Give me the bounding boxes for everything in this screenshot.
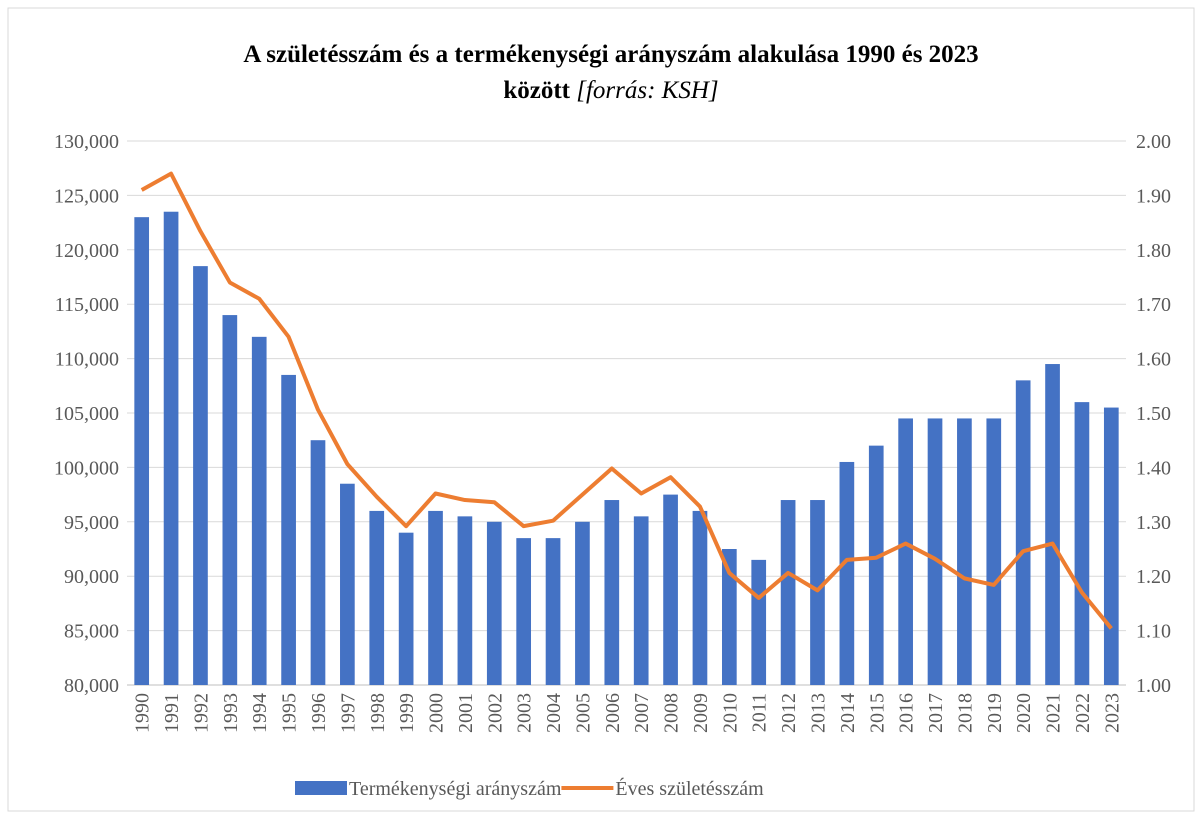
- y-tick-label: 120,000: [54, 240, 119, 262]
- bar: [751, 559, 767, 685]
- x-tick-label: 2019: [984, 693, 1006, 733]
- bar: [486, 521, 502, 685]
- y-tick-label: 110,000: [55, 349, 119, 371]
- x-tick-label: 2000: [426, 693, 448, 733]
- x-tick-label: 1993: [220, 693, 242, 733]
- bar: [1015, 380, 1031, 685]
- x-tick-label: 1996: [308, 693, 330, 733]
- x-tick-label: 2021: [1043, 693, 1065, 733]
- y2-tick-label: 1.50: [1136, 403, 1171, 425]
- y2-tick-label: 2.00: [1136, 131, 1171, 153]
- bar: [957, 418, 972, 685]
- x-tick-label: 1994: [249, 693, 271, 733]
- x-tick-label: 2013: [807, 693, 829, 733]
- bar: [1045, 364, 1060, 685]
- x-tick-label: 2017: [925, 693, 947, 733]
- bar: [633, 516, 649, 685]
- x-tick-label: 1999: [396, 693, 418, 733]
- bar: [310, 440, 326, 685]
- y2-tick-label: 1.90: [1136, 185, 1171, 207]
- bar: [340, 483, 355, 685]
- bar: [986, 418, 1002, 685]
- x-tick-label: 2009: [690, 693, 712, 733]
- x-tick-label: 2023: [1101, 693, 1123, 733]
- bar: [692, 510, 708, 685]
- bar: [193, 266, 208, 685]
- y-tick-label: 95,000: [64, 512, 119, 534]
- x-tick-label: 2004: [543, 693, 565, 733]
- bar: [281, 374, 296, 685]
- chart-title: között [forrás: KSH]: [503, 77, 718, 104]
- y-tick-label: 80,000: [64, 675, 119, 697]
- bar: [780, 500, 796, 685]
- bar: [868, 445, 884, 685]
- y2-tick-label: 1.80: [1136, 240, 1171, 262]
- y-tick-label: 125,000: [54, 185, 119, 207]
- y2-tick-label: 1.20: [1136, 566, 1171, 588]
- y-tick-label: 85,000: [64, 621, 119, 643]
- title-note: [forrás: KSH]: [576, 77, 718, 104]
- bar: [369, 510, 385, 685]
- y-tick-label: 90,000: [64, 566, 119, 588]
- legend-label: Éves születésszám: [615, 777, 764, 800]
- bar: [457, 516, 473, 685]
- x-tick-label: 1995: [279, 693, 301, 733]
- x-tick-label: 1991: [161, 693, 183, 733]
- bar: [134, 217, 150, 685]
- bar: [721, 549, 737, 685]
- x-tick-label: 2016: [896, 693, 918, 733]
- x-tick-label: 1998: [367, 693, 389, 733]
- bar: [810, 500, 825, 685]
- bar: [839, 461, 855, 685]
- bar: [163, 211, 179, 685]
- bar: [1074, 402, 1090, 685]
- y-tick-label: 115,000: [55, 294, 119, 316]
- y-tick-label: 105,000: [54, 403, 119, 425]
- bar: [663, 494, 678, 685]
- x-tick-label: 1997: [337, 693, 359, 733]
- chart-title: A születésszám és a termékenységi aránys…: [243, 41, 978, 68]
- bar: [898, 418, 913, 685]
- bar: [927, 418, 943, 685]
- y-tick-label: 100,000: [54, 457, 119, 479]
- x-tick-label: 2008: [661, 693, 683, 733]
- bar: [428, 510, 443, 685]
- bar: [604, 500, 620, 685]
- x-tick-label: 1992: [190, 693, 212, 733]
- bar: [1103, 407, 1119, 685]
- legend-swatch: [295, 781, 347, 795]
- bar: [222, 315, 238, 685]
- x-tick-label: 2003: [514, 693, 536, 733]
- line: [140, 171, 1113, 630]
- y2-tick-label: 1.00: [1136, 675, 1171, 697]
- x-tick-label: 2007: [631, 693, 653, 733]
- x-tick-label: 1990: [132, 693, 154, 733]
- legend-label: Termékenységi arányszám: [349, 778, 562, 800]
- x-tick-label: 2012: [778, 693, 800, 733]
- bar: [545, 538, 561, 685]
- x-tick-label: 2005: [572, 693, 594, 733]
- bar: [516, 538, 532, 685]
- chart-title: között: [503, 77, 570, 104]
- bar: [251, 336, 267, 685]
- x-tick-label: 2014: [837, 693, 859, 733]
- x-tick-label: 2018: [954, 693, 976, 733]
- y2-tick-label: 1.60: [1136, 349, 1171, 371]
- x-tick-label: 2011: [749, 693, 771, 732]
- x-tick-label: 2020: [1013, 693, 1035, 733]
- bar: [398, 532, 414, 685]
- y2-tick-label: 1.70: [1136, 294, 1171, 316]
- y2-tick-label: 1.40: [1136, 457, 1171, 479]
- bar: [575, 521, 590, 685]
- y2-tick-label: 1.10: [1136, 621, 1171, 643]
- x-tick-label: 2002: [484, 693, 506, 733]
- x-tick-label: 2006: [602, 693, 624, 733]
- x-tick-label: 2001: [455, 693, 477, 733]
- x-tick-label: 2022: [1072, 693, 1094, 733]
- x-tick-label: 2010: [719, 693, 741, 733]
- y-tick-label: 130,000: [54, 131, 119, 153]
- x-tick-label: 2015: [866, 693, 888, 733]
- y2-tick-label: 1.30: [1136, 512, 1171, 534]
